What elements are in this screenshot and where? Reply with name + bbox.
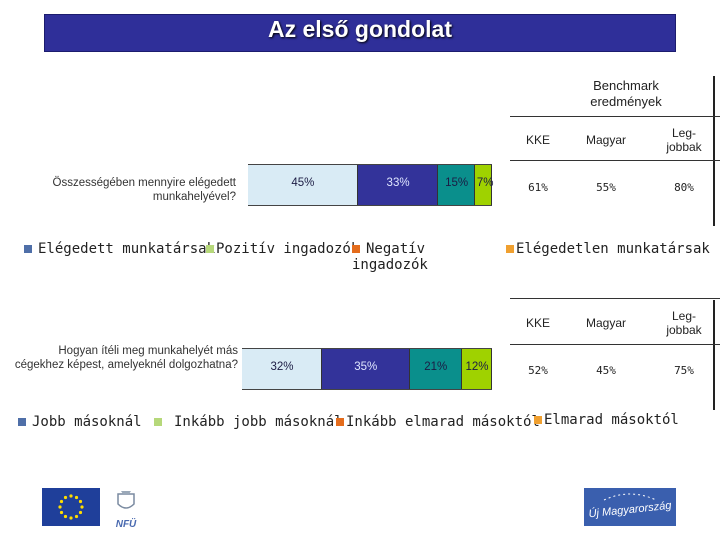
stacked-bar-2: 32% 35% 21% 12% [242,348,492,390]
bench-col-magyar: Magyar [585,316,626,330]
benchmark-divider [713,76,715,226]
nfu-logo: NFÜ [112,488,140,530]
bar-segment-label: 21% [424,361,448,373]
bench-val-legjobbak: 75% [674,364,694,377]
legend-item: Negatív ingadozók [352,241,462,273]
legend-label: Pozitív ingadozók [216,241,360,257]
benchmark-divider-2 [713,300,715,410]
bar-segment: 21% [409,349,462,389]
legend-swatch [336,418,344,426]
bar-segment: 45% [248,165,358,205]
stacked-bar-1: 45% 33% 15% 7% [248,164,494,206]
bar-segment-label: 32% [270,361,294,373]
legend-item: Elmarad másoktól [534,412,679,428]
uj-magyarorszag-logo: Új Magyarország [584,488,676,526]
bar-segment-label: 15% [445,177,469,189]
bar-segment-label: 35% [354,361,378,373]
legend-item: Pozitív ingadozók [206,241,359,257]
legend-label: Elmarad másoktól [544,412,679,428]
benchmark-line [510,116,720,117]
benchmark-line [510,298,720,299]
bar-segment-label: 12% [465,361,489,373]
bar-segment: 32% [242,349,322,389]
legend-swatch [506,245,514,253]
legend-label: Elégedetlen munkatársak [516,241,710,257]
legend-label: Inkább elmarad másoktól [346,414,540,430]
legend-swatch [534,416,542,424]
eu-stars-icon [58,494,84,520]
eu-flag-icon [42,488,100,526]
legend-label: Jobb másoknál [32,414,142,430]
hungarian-crest-icon [117,491,135,509]
bench-col-legjobbak: Leg-jobbak [666,126,702,154]
bar-segment-label: 33% [386,177,410,189]
legend-label: Inkább jobb másoknál [174,414,343,430]
bench-val-legjobbak: 80% [674,181,694,194]
legend-swatch [352,245,360,253]
nfu-label: NFÜ [115,519,137,530]
bar-segment: 15% [438,165,475,205]
legend-swatch [18,418,26,426]
bench-col-kke: KKE [525,133,550,147]
title-bar: Az első gondolat [44,14,676,52]
question-2: Hogyan ítéli meg munkahelyét más cégekhe… [14,345,238,371]
legend-swatch [206,245,214,253]
legend-label: Negatív ingadozók [352,241,428,273]
bench-col-kke: KKE [525,316,550,330]
bar-segment: 12% [462,349,492,389]
benchmark-line [510,160,720,161]
bar-segment: 33% [357,165,439,205]
bar-segment: 35% [322,349,410,389]
bar-segment-label: 7% [476,177,494,189]
question-1: Összességében mennyire elégedett munkahe… [52,177,236,203]
page-title: Az első gondolat [268,16,452,42]
legend-item: Inkább elmarad másoktól [336,414,540,430]
bar-segment: 7% [474,165,494,205]
legend-swatch [154,418,162,426]
bench-val-kke: 61% [528,181,548,194]
legend-item: Elégedett munkatársak [24,241,215,257]
legend-item: Inkább jobb másoknál [154,414,343,430]
bar-segment-label: 45% [291,177,315,189]
star-arc-icon [603,493,657,501]
legend-swatch [24,245,32,253]
bench-col-magyar: Magyar [585,133,626,147]
legend-item: Jobb másoknál [18,414,142,430]
bench-col-legjobbak: Leg-jobbak [666,309,702,337]
legend-label: Elégedett munkatársak [38,241,216,257]
bench-val-kke: 52% [528,364,548,377]
benchmark-title: Benchmark eredmények [590,78,662,109]
bench-val-magyar: 55% [596,181,616,194]
benchmark-line [510,344,720,345]
bench-val-magyar: 45% [596,364,616,377]
legend-item: Elégedetlen munkatársak [506,241,710,257]
